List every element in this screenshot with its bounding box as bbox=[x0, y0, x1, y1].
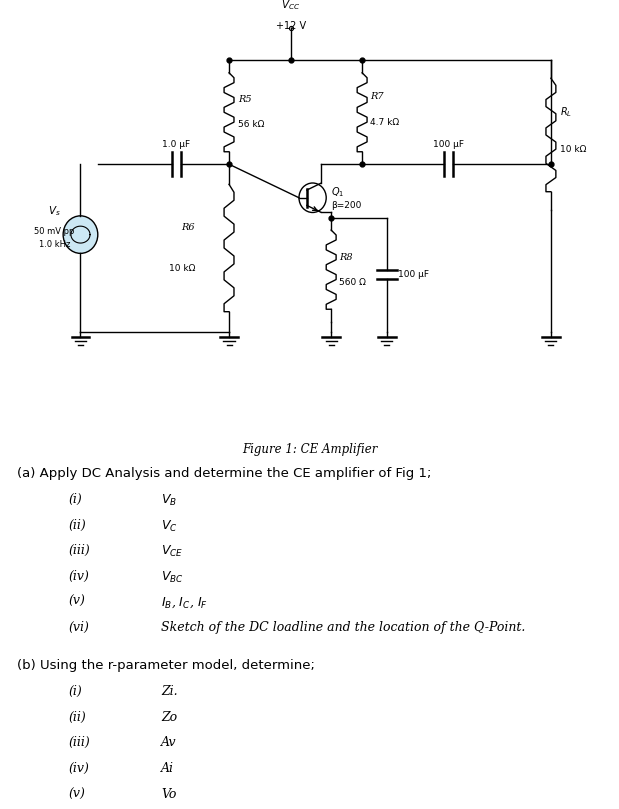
Text: R6: R6 bbox=[181, 223, 195, 232]
Text: (b) Using the r-parameter model, determine;: (b) Using the r-parameter model, determi… bbox=[17, 659, 315, 672]
Text: (iv): (iv) bbox=[68, 570, 89, 582]
Text: $V_C$: $V_C$ bbox=[161, 519, 178, 534]
Text: 1.0 kHz: 1.0 kHz bbox=[39, 240, 70, 249]
Text: (v): (v) bbox=[68, 595, 85, 608]
Text: Ai: Ai bbox=[161, 762, 174, 775]
Text: (a) Apply DC Analysis and determine the CE amplifier of Fig 1;: (a) Apply DC Analysis and determine the … bbox=[17, 468, 431, 481]
Text: $I_B$, $I_C$, $I_F$: $I_B$, $I_C$, $I_F$ bbox=[161, 595, 208, 610]
Text: (i): (i) bbox=[68, 685, 82, 698]
Text: Av: Av bbox=[161, 736, 176, 749]
Text: 1.0 μF: 1.0 μF bbox=[162, 141, 191, 150]
Text: Figure 1: CE Amplifier: Figure 1: CE Amplifier bbox=[242, 443, 377, 455]
Text: +12 V: +12 V bbox=[276, 22, 306, 32]
Text: $Q_1$: $Q_1$ bbox=[331, 185, 344, 199]
Text: (iv): (iv) bbox=[68, 762, 89, 775]
Text: 100 μF: 100 μF bbox=[433, 141, 464, 150]
Text: 560 Ω: 560 Ω bbox=[339, 277, 366, 286]
Text: 10 kΩ: 10 kΩ bbox=[168, 264, 195, 273]
Text: $V_{CC}$: $V_{CC}$ bbox=[281, 0, 301, 12]
Text: (vi): (vi) bbox=[68, 621, 89, 634]
Text: $R_L$: $R_L$ bbox=[560, 106, 573, 120]
Text: 50 mV pp: 50 mV pp bbox=[34, 227, 75, 235]
Text: R7: R7 bbox=[370, 92, 384, 101]
Text: $V_{CE}$: $V_{CE}$ bbox=[161, 544, 183, 559]
Text: Zo: Zo bbox=[161, 711, 177, 724]
Text: (ii): (ii) bbox=[68, 519, 86, 532]
Text: (v): (v) bbox=[68, 788, 85, 801]
Text: 4.7 kΩ: 4.7 kΩ bbox=[370, 118, 399, 127]
Text: 10 kΩ: 10 kΩ bbox=[560, 146, 587, 155]
Text: (ii): (ii) bbox=[68, 711, 86, 724]
Text: Vo: Vo bbox=[161, 788, 176, 801]
Text: $V_s$: $V_s$ bbox=[48, 204, 61, 218]
Text: 56 kΩ: 56 kΩ bbox=[238, 121, 264, 129]
Text: Zi.: Zi. bbox=[161, 685, 178, 698]
Text: β=200: β=200 bbox=[331, 201, 361, 210]
Text: $V_{BC}$: $V_{BC}$ bbox=[161, 570, 184, 585]
Circle shape bbox=[63, 216, 98, 253]
Text: $V_B$: $V_B$ bbox=[161, 493, 177, 508]
Text: 100 μF: 100 μF bbox=[398, 270, 429, 279]
Text: Sketch of the DC loadline and the location of the Q-Point.: Sketch of the DC loadline and the locati… bbox=[161, 621, 526, 634]
Text: (iii): (iii) bbox=[68, 736, 90, 749]
Text: (i): (i) bbox=[68, 493, 82, 506]
Text: R5: R5 bbox=[238, 95, 251, 104]
Text: R8: R8 bbox=[339, 252, 353, 261]
Text: (iii): (iii) bbox=[68, 544, 90, 557]
